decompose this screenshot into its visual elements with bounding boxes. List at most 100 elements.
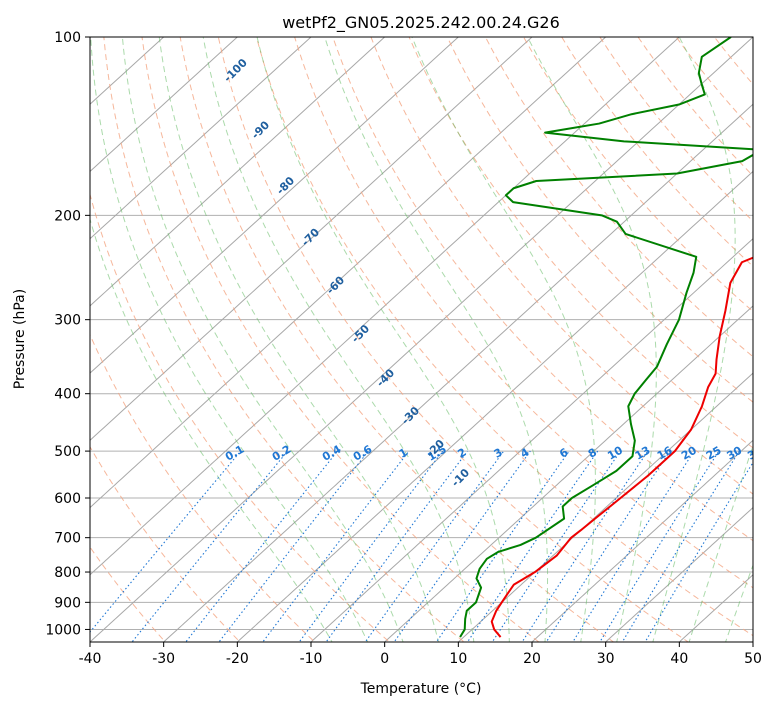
x-tick-label: 0 [380, 651, 389, 667]
moist-adiabat-label: 40 [767, 572, 775, 592]
dry-adiabat-label: -100 [221, 56, 250, 85]
mixing-ratio-line [90, 450, 242, 633]
mixing-ratio-line [621, 450, 740, 642]
isotherm [752, 641, 753, 642]
moist-adiabat [324, 37, 549, 642]
isotherm [90, 37, 460, 374]
dry-adiabat-label: -60 [324, 273, 347, 296]
dry-adiabat [255, 37, 753, 637]
x-tick-label: 40 [670, 651, 688, 667]
isotherm [531, 439, 753, 642]
dry-adiabat [217, 37, 690, 642]
moist-adiabat [725, 563, 753, 642]
dry-adiabat [484, 37, 753, 358]
mixing-ratio-label: 25 [704, 444, 724, 463]
moist-adiabat [158, 37, 439, 642]
moist-adiabat-label: 30 [762, 539, 775, 559]
mixing-ratio-line [545, 450, 671, 642]
x-tick-label: -30 [152, 651, 175, 667]
dry-adiabat [90, 333, 316, 642]
x-tick-label: -20 [226, 651, 249, 667]
isotherm [604, 506, 753, 642]
isotherm [90, 37, 533, 442]
isotherm [90, 37, 607, 509]
moist-adiabat [256, 37, 510, 642]
dry-adiabat-label: -70 [299, 226, 322, 249]
mixing-ratio-label: 0.2 [270, 443, 293, 464]
x-tick-label: -10 [300, 651, 323, 667]
mixing-ratio-line [393, 450, 531, 642]
x-tick-label: 10 [449, 651, 467, 667]
mixing-ratio-line [262, 450, 410, 642]
isotherm [236, 170, 753, 642]
profile-lines [459, 37, 753, 638]
isotherm [678, 574, 753, 642]
dry-adiabat [713, 37, 753, 85]
isotherm [162, 103, 753, 642]
y-axis-title: Pressure (hPa) [12, 289, 28, 389]
isotherm [90, 37, 681, 576]
mixing-ratio-label: 36 [745, 444, 765, 463]
y-tick-label: 200 [54, 208, 81, 224]
x-tick-label: 30 [597, 651, 615, 667]
mixing-ratio-line [491, 450, 621, 642]
y-tick-label: 300 [54, 313, 81, 329]
dry-adiabat [370, 37, 753, 495]
isotherm [90, 37, 753, 642]
dry-adiabat [90, 192, 391, 642]
mixing-ratio-line [644, 461, 753, 642]
background-lines [90, 37, 753, 642]
dry-adiabat [90, 445, 241, 642]
mixing-ratio-label: 6 [557, 445, 570, 460]
y-tick-label: 100 [54, 30, 81, 46]
moist-adiabat-label: 10 [757, 477, 775, 497]
mixing-ratio-label: 0.4 [320, 443, 344, 464]
isotherm [90, 37, 239, 173]
y-tick-label: 700 [54, 531, 81, 547]
dry-adiabat [751, 37, 753, 39]
mixing-ratio-line [218, 450, 369, 642]
mixing-ratio-line [185, 450, 338, 642]
x-tick-label: -40 [79, 651, 102, 667]
plot-frame [89, 36, 754, 643]
mixing-ratio-label: 13 [633, 444, 653, 463]
isotherm [383, 305, 753, 642]
y-tick-label: 1000 [45, 622, 81, 638]
mixing-ratio-label: 10 [605, 444, 625, 463]
dry-adiabat-label: -50 [349, 322, 372, 345]
x-axis-title: Temperature (°C) [360, 681, 482, 697]
mixing-ratio-line [521, 450, 649, 642]
mixing-ratio-line [364, 450, 505, 642]
mixing-ratio-line [466, 450, 599, 642]
dry-adiabat-label: -40 [374, 366, 397, 389]
line-labels: 0.1 0.2 0.4 0.6 1 1.5 2 3 4 6 8 10 13 16 20 25 30 36-100-… [221, 56, 775, 592]
y-tick-label: 500 [54, 444, 81, 460]
moist-adiabat-label: 20 [762, 506, 775, 526]
dry-adiabat-label: -80 [274, 174, 297, 197]
moist-adiabat [688, 443, 753, 642]
dry-adiabat [675, 37, 753, 131]
mixing-ratio-label: 0.1 [223, 443, 246, 464]
dry-adiabat [446, 37, 753, 403]
dry-adiabat [141, 37, 540, 642]
y-tick-label: 600 [54, 491, 81, 507]
dry-adiabat-label: -90 [249, 118, 272, 141]
dry-adiabat [103, 37, 465, 642]
dry-adiabat [179, 37, 615, 642]
mixing-ratio-line [599, 450, 720, 642]
dry-adiabat [332, 37, 753, 542]
isotherm [310, 237, 753, 642]
dry-adiabat [523, 37, 753, 313]
mixing-ratio-line [131, 450, 289, 642]
moist-adiabat [652, 37, 736, 642]
moist-adiabat-label: 0 [750, 451, 765, 466]
mixing-ratio-label: 0.6 [351, 442, 375, 463]
moist-adiabat [90, 37, 369, 642]
moist-adiabat [202, 37, 475, 642]
moist-adiabat [411, 37, 596, 642]
moist-adiabat [121, 37, 404, 642]
moist-adiabat [527, 37, 657, 642]
y-tick-label: 900 [54, 595, 81, 611]
mixing-ratio-label: 4 [518, 445, 531, 460]
